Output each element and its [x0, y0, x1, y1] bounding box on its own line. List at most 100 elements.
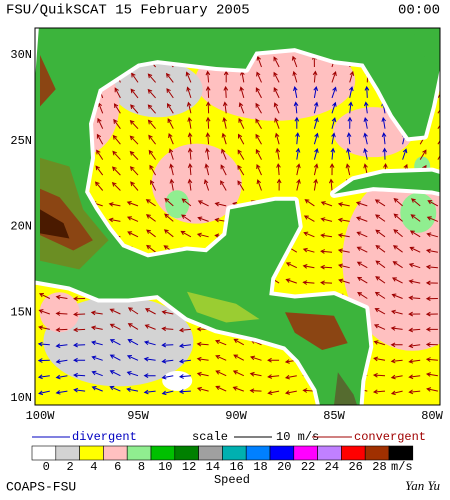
wind-vector [356, 231, 368, 238]
wind-vector [312, 70, 318, 83]
wind-vector [37, 358, 50, 363]
wind-vector [205, 70, 211, 83]
wind-vector [313, 163, 319, 176]
colorbar-swatch [245, 445, 271, 461]
wind-vector [285, 278, 297, 284]
wind-vector [346, 132, 352, 145]
wind-vector [337, 233, 350, 238]
wind-vector [150, 179, 157, 191]
wind-vector [144, 308, 156, 315]
wind-vector [410, 214, 421, 222]
wind-vector [73, 296, 86, 302]
wind-vector [408, 279, 421, 284]
wind-vector [113, 103, 121, 114]
wind-vector [147, 104, 156, 114]
wind-vector [161, 310, 174, 315]
wind-vector [238, 133, 245, 145]
wind-vector [320, 217, 333, 222]
lon-label: 80W [421, 409, 443, 423]
wind-vector [374, 308, 386, 315]
wind-vector [126, 387, 139, 392]
wind-vector [302, 280, 315, 285]
wind-vector [37, 374, 50, 380]
wind-vector [267, 357, 280, 363]
wind-vector [302, 247, 315, 253]
wind-vector [114, 87, 121, 99]
wind-vector [111, 181, 121, 191]
speed-patch [43, 296, 194, 387]
colorbar-label: Speed [214, 473, 250, 487]
wind-vector [293, 101, 299, 114]
wind-vector [390, 342, 403, 348]
colorbar-swatch [222, 445, 247, 461]
wind-vector [313, 85, 319, 98]
wind-vector [145, 199, 156, 207]
wind-vector [349, 70, 355, 83]
wind-vector [196, 386, 209, 392]
wind-vector [90, 310, 103, 316]
wind-vector [364, 85, 370, 98]
colorbar-swatch [79, 445, 104, 461]
wind-vector [427, 200, 439, 207]
wind-vector [161, 326, 174, 332]
wind-vector [109, 385, 121, 392]
colorbar-swatch [198, 445, 223, 461]
lat-label: 25N [10, 134, 32, 148]
divergent-label: divergent [72, 430, 137, 444]
colorbar-swatch [364, 445, 390, 461]
wind-vector [96, 149, 104, 160]
wind-vector [73, 387, 86, 393]
wind-vector [237, 149, 245, 160]
lon-label: 100W [26, 409, 56, 423]
wind-vector [164, 213, 174, 222]
wind-vector [168, 148, 174, 160]
terrain [40, 209, 70, 239]
colorbar-swatch [317, 445, 342, 461]
wind-vector [255, 87, 262, 99]
wind-vector [222, 116, 227, 129]
wind-vector [178, 327, 191, 333]
wind-vector [303, 231, 315, 238]
wind-vector [95, 165, 104, 176]
wind-vector [425, 372, 438, 377]
wind-vector [426, 232, 439, 238]
wind-vector [391, 277, 403, 284]
wind-vector [255, 133, 262, 145]
wind-vector [112, 150, 121, 160]
colorbar-tick: 20 [277, 460, 291, 474]
terrain [334, 372, 357, 405]
wind-vector [284, 390, 297, 395]
wind-vector [205, 132, 211, 145]
map-frame [34, 27, 441, 406]
wind-vector [329, 163, 335, 176]
wind-vector [181, 214, 192, 222]
wind-vector [90, 325, 103, 331]
wind-vector [381, 132, 387, 145]
wind-vector [238, 102, 245, 114]
colorbar-tick: 2 [66, 460, 73, 474]
colorbar-tick: 16 [229, 460, 243, 474]
wind-vector [363, 147, 368, 160]
wind-vector [196, 356, 209, 362]
colorbar-tick: 26 [348, 460, 362, 474]
wind-vector [130, 88, 139, 99]
wind-vector [408, 263, 421, 269]
wind-vector [437, 109, 440, 114]
wind-vector [256, 179, 262, 191]
wind-vector [166, 103, 174, 114]
wind-vector [437, 139, 440, 145]
wind-vector [372, 389, 386, 395]
wind-vector [222, 101, 228, 114]
wind-vector [293, 86, 298, 98]
wind-vector [108, 217, 121, 223]
wind-vector [356, 216, 368, 222]
wind-vector [149, 164, 157, 176]
wind-vector [220, 164, 227, 176]
wind-vector [127, 339, 139, 346]
wind-vector [425, 342, 438, 347]
lon-label: 95W [127, 409, 149, 423]
wind-vector [143, 389, 156, 395]
lon-label: 85W [323, 409, 345, 423]
wind-vector [215, 355, 227, 361]
wind-vector [55, 390, 68, 395]
